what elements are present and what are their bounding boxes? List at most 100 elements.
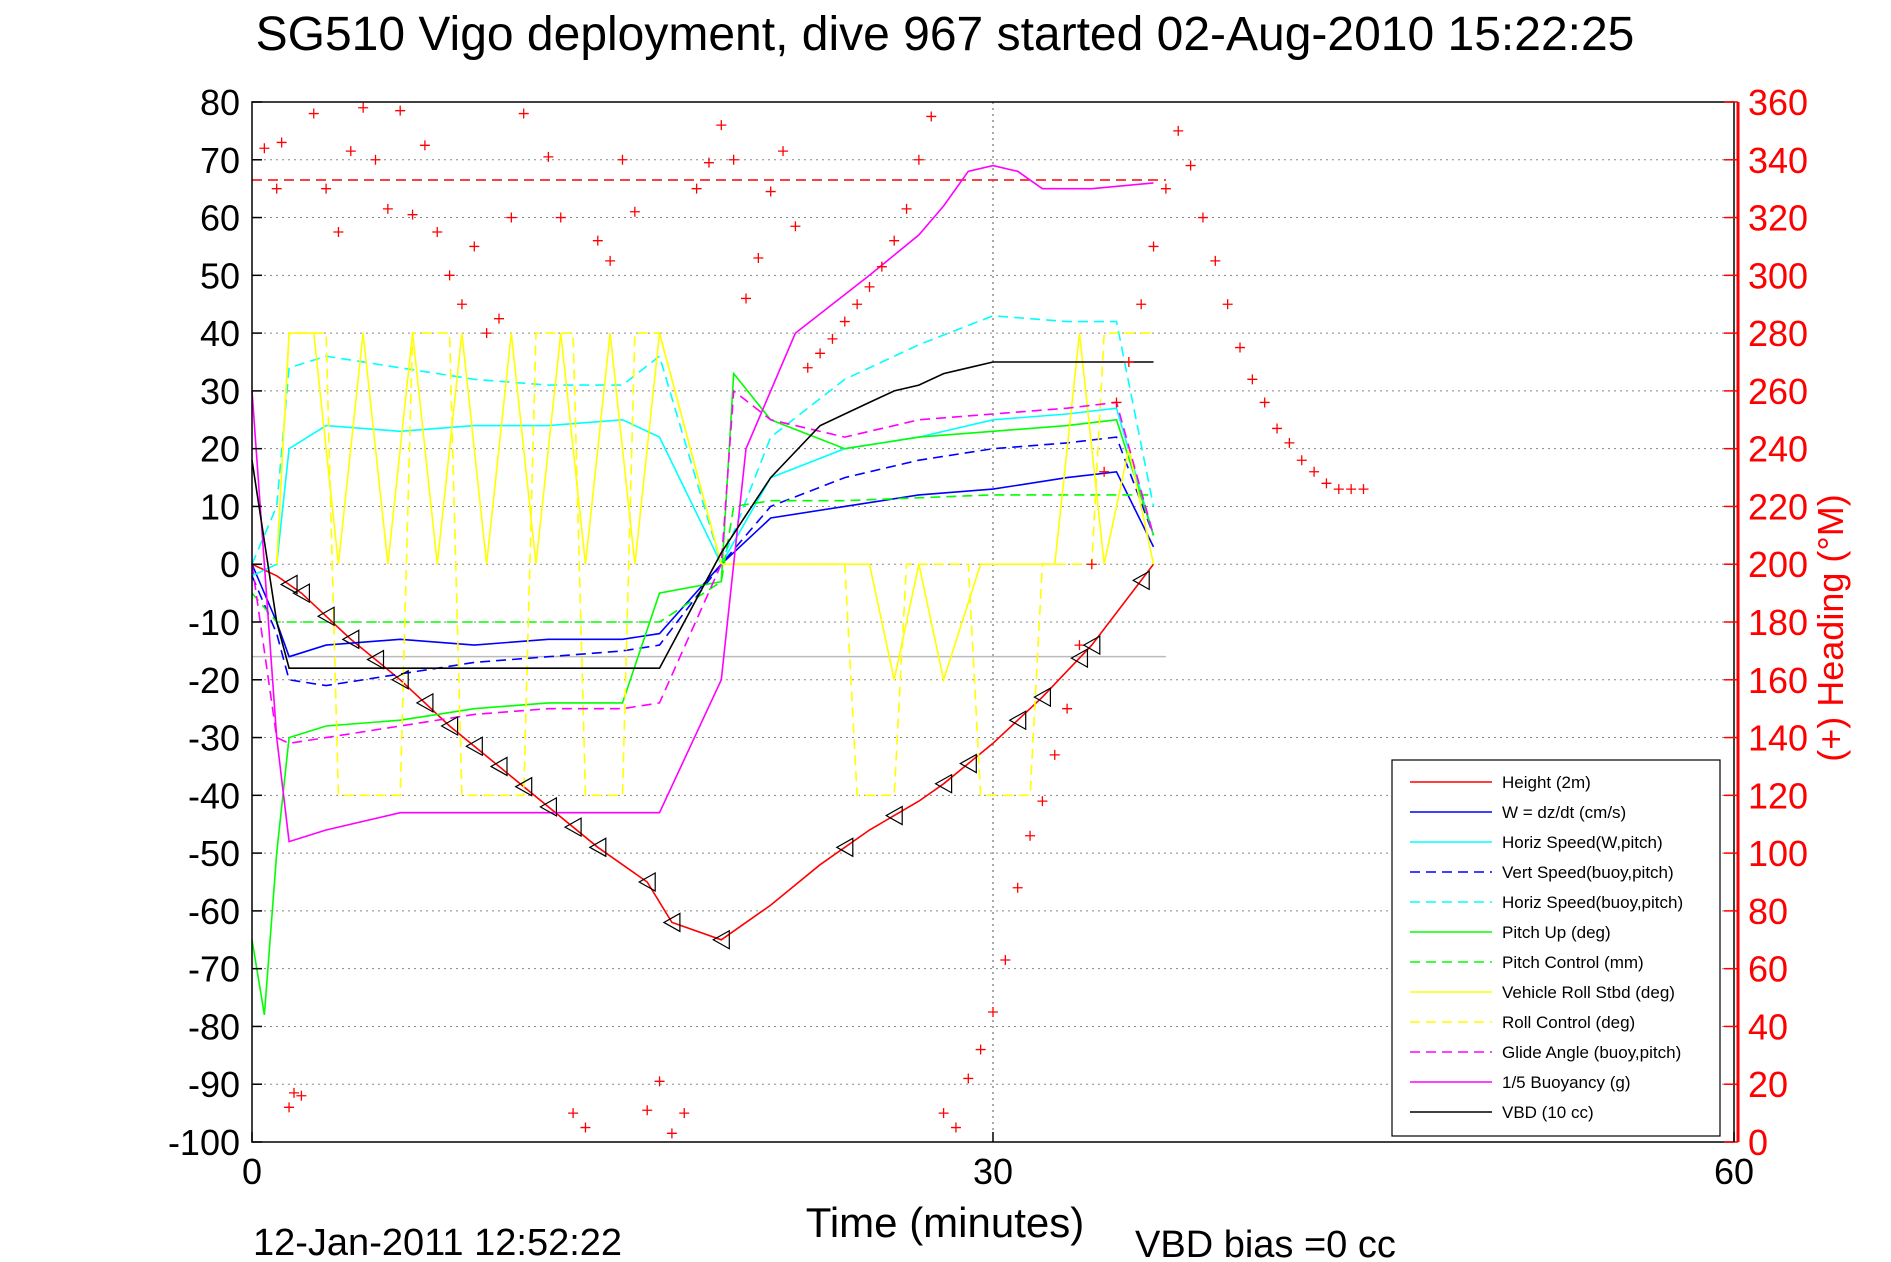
legend-label: Vert Speed(buoy,pitch)	[1502, 863, 1674, 882]
heading-point	[580, 1122, 591, 1133]
series-line	[251, 389, 1155, 745]
legend-box	[1391, 759, 1721, 1137]
heading-point	[827, 333, 838, 344]
y-tick-label-left: -50	[188, 833, 240, 874]
heading-point	[988, 1007, 998, 1017]
y-tick-label-right: 360	[1748, 82, 1808, 123]
footer-timestamp: 12-Jan-2011 12:52:22	[253, 1222, 622, 1262]
y-tick-label-right: 280	[1748, 313, 1808, 354]
series-line	[251, 314, 1155, 567]
heading-point	[1333, 484, 1344, 495]
y-tick-label-right: 120	[1748, 775, 1808, 816]
heading-point	[1235, 342, 1245, 353]
legend-label: Pitch Up (deg)	[1502, 923, 1611, 942]
heading-point	[753, 253, 764, 263]
y-tick-label-right: 140	[1748, 718, 1808, 759]
heading-point	[815, 348, 826, 359]
heading-point	[1012, 882, 1023, 893]
dive-marker	[835, 837, 854, 858]
heading-point	[1210, 255, 1221, 266]
dive-marker	[563, 817, 582, 838]
y-tick-label-left: 20	[200, 429, 240, 470]
heading-point	[358, 102, 369, 113]
series-line	[251, 361, 1154, 670]
dive-marker	[1082, 635, 1101, 656]
heading-point	[345, 146, 356, 157]
y-tick-label-left: -10	[188, 602, 240, 643]
dive-marker	[1131, 570, 1150, 591]
heading-point	[284, 1102, 295, 1113]
dive-marker	[1033, 687, 1051, 708]
heading-point	[259, 143, 270, 154]
heading-point	[1037, 796, 1048, 807]
legend-label: Height (2m)	[1502, 773, 1591, 792]
heading-point	[876, 261, 887, 272]
heading-point	[308, 108, 319, 119]
legend-label: VBD (10 cc)	[1502, 1103, 1594, 1122]
heading-point	[913, 154, 924, 165]
heading-point	[839, 316, 850, 327]
y-tick-label-left: -90	[188, 1064, 240, 1105]
heading-point	[926, 111, 937, 122]
series-line	[251, 164, 1154, 843]
x-axis: 0 30 60	[242, 1132, 1754, 1192]
y-tick-label-right: 100	[1748, 833, 1808, 874]
dive-marker	[292, 583, 310, 604]
heading-point	[765, 186, 776, 197]
x-tick-label: 0	[242, 1151, 262, 1192]
dive-marker	[959, 753, 977, 774]
y-tick-label-right: 180	[1748, 602, 1808, 643]
heading-point	[901, 203, 912, 214]
heading-point	[321, 183, 332, 194]
heading-point	[716, 120, 727, 131]
dive-marker	[1070, 648, 1089, 669]
y-tick-label-left: -60	[188, 891, 240, 932]
heading-point	[568, 1108, 579, 1119]
series-line	[251, 407, 1155, 577]
dive-marker	[539, 796, 557, 817]
heading-point	[1197, 212, 1208, 223]
legend-label: Horiz Speed(W,pitch)	[1502, 833, 1663, 852]
y-tick-label-left: 10	[200, 486, 240, 527]
heading-point	[1321, 478, 1332, 489]
heading-point	[1346, 484, 1357, 495]
legend-label: Vehicle Roll Stbd (deg)	[1502, 983, 1675, 1002]
chart-title: SG510 Vigo deployment, dive 967 started …	[256, 8, 1635, 61]
dive-marker	[415, 692, 434, 713]
y-tick-label-left: 60	[200, 198, 240, 239]
dive-marker	[712, 929, 730, 950]
heading-point	[950, 1122, 961, 1133]
heading-point	[617, 154, 628, 165]
y-axis-left: -100-90-80-70-60-50-40-30-20-10010203040…	[168, 82, 262, 1163]
series-line	[275, 332, 1154, 797]
heading-point	[419, 140, 430, 151]
heading-point	[864, 281, 875, 292]
y-tick-label-right: 220	[1748, 486, 1808, 527]
series-line	[251, 371, 1155, 1016]
y-tick-label-right: 20	[1748, 1064, 1788, 1105]
heading-point	[1173, 125, 1184, 136]
dive-marker	[316, 606, 335, 627]
heading-point	[506, 212, 517, 223]
y-tick-label-right: 60	[1748, 949, 1788, 990]
heading-point	[1136, 299, 1147, 310]
heading-point	[1000, 955, 1011, 965]
y-tick-label-right: 260	[1748, 371, 1808, 412]
heading-point	[642, 1105, 653, 1116]
heading-point	[1099, 466, 1110, 477]
heading-point	[666, 1128, 677, 1139]
y-axis-right-label: (+) Heading (°M)	[1810, 494, 1851, 761]
y-axis-right: 0 20 40 60 80 100 120 140 160 180 200 220 240 260 280 3…	[1724, 82, 1808, 1163]
heading-point	[1123, 357, 1134, 367]
legend-label: Pitch Control (mm)	[1502, 953, 1644, 972]
y-tick-label-left: 80	[200, 82, 240, 123]
heading-point	[889, 235, 900, 246]
legend-label: 1/5 Buoyancy (g)	[1502, 1073, 1631, 1092]
y-tick-label-left: 30	[200, 371, 240, 412]
heading-point	[1296, 455, 1307, 466]
legend-label: Horiz Speed(buoy,pitch)	[1502, 893, 1683, 912]
heading-point	[778, 146, 789, 157]
dive-marker	[279, 574, 298, 595]
y-tick-label-right: 340	[1748, 140, 1808, 181]
